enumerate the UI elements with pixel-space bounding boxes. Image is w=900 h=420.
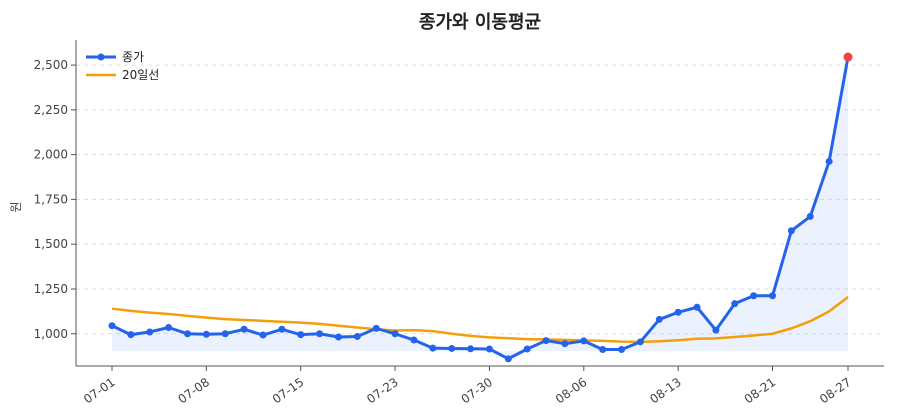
x-tick-label: 07-23 <box>364 375 401 406</box>
close-price-point <box>769 292 777 300</box>
chart-title: 종가와 이동평균 <box>419 12 541 33</box>
close-price-point <box>108 322 116 330</box>
close-price-point <box>504 355 512 363</box>
close-price-point <box>429 344 437 352</box>
close-price-point <box>353 332 361 340</box>
close-price-point <box>448 344 456 352</box>
y-tick-label: 2,500 <box>34 58 68 72</box>
close-price-point <box>636 338 644 346</box>
close-price-point <box>580 337 588 345</box>
y-tick-label: 1,750 <box>34 192 68 206</box>
close-price-point <box>334 333 342 341</box>
close-price-point <box>561 340 569 348</box>
x-tick-label: 08-06 <box>553 375 590 406</box>
close-price-point <box>542 337 550 345</box>
close-price-point <box>731 300 739 308</box>
close-price-point <box>825 157 833 165</box>
series-layer <box>108 52 853 363</box>
y-tick-label: 2,250 <box>34 103 68 117</box>
close-price-point <box>410 336 418 344</box>
x-tick-label: 07-08 <box>175 375 212 406</box>
close-price-point <box>391 330 399 338</box>
ma20-line <box>111 296 849 344</box>
close-price-point <box>165 323 173 331</box>
area-fill-layer <box>112 57 848 359</box>
x-tick-label: 08-21 <box>742 375 779 406</box>
close-price-point <box>693 303 701 311</box>
x-tick-label: 07-01 <box>81 375 118 406</box>
gridlines <box>76 64 884 335</box>
close-price-point <box>806 212 814 220</box>
close-price-point <box>278 325 286 333</box>
x-tick-label: 08-13 <box>647 375 684 406</box>
close-price-point <box>599 346 607 354</box>
close-price-point <box>146 328 154 336</box>
close-price-point <box>750 292 758 300</box>
close-price-point <box>259 331 267 339</box>
close-price-point <box>127 331 135 339</box>
close-price-point <box>485 345 493 353</box>
axes: 1,000 1,250 1,500 1,750 2,000 2,250 2,500 07-01… <box>34 40 884 406</box>
close-price-point <box>183 330 191 338</box>
close-price-point <box>787 227 795 235</box>
y-tick-label: 2,000 <box>34 148 68 162</box>
legend: 종가 20일선 <box>86 50 159 82</box>
close-price-point <box>240 325 248 333</box>
last-price-point <box>843 52 853 62</box>
legend-label: 종가 <box>122 50 144 64</box>
close-price-area <box>112 57 848 359</box>
close-price-point <box>674 308 682 316</box>
y-tick-label: 1,250 <box>34 282 68 296</box>
close-price-line <box>111 56 850 361</box>
legend-label: 20일선 <box>122 68 159 82</box>
close-price-point <box>202 330 210 338</box>
close-price-point <box>467 345 475 353</box>
y-tick-label: 1,000 <box>34 327 68 341</box>
close-price-point <box>316 330 324 338</box>
close-price-point <box>618 346 626 354</box>
x-tick-label: 07-30 <box>459 375 496 406</box>
y-axis-label: 원 <box>9 201 23 212</box>
x-tick-label: 08-27 <box>817 375 854 406</box>
close-price-point <box>297 331 305 339</box>
close-price-point <box>221 330 229 338</box>
legend-marker <box>97 53 105 61</box>
x-tick-label: 07-15 <box>270 375 307 406</box>
close-price-point <box>712 326 720 334</box>
y-tick-label: 1,500 <box>34 237 68 251</box>
close-price-point <box>372 324 380 332</box>
close-price-point <box>523 345 531 353</box>
close-price-point <box>655 315 663 323</box>
